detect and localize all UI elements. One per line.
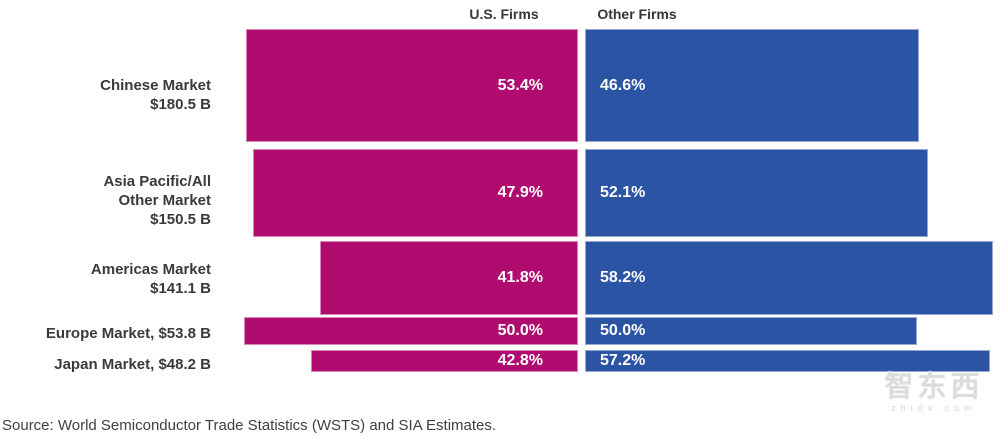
us-pct-label: 47.9% [497, 184, 543, 201]
other-pct-label: 46.6% [600, 76, 646, 94]
watermark: 智东西 zhidx.com [872, 372, 996, 413]
market-label: Asia Pacific/All Other Market $150.5 B [103, 172, 211, 228]
us-bar: 53.4% [246, 29, 578, 142]
us-pct-label: 53.4% [497, 76, 543, 94]
other-pct-label: 57.2% [600, 352, 646, 369]
watermark-logo: 智东西 [884, 371, 984, 403]
us-bar: 41.8% [320, 241, 578, 315]
us-bar: 50.0% [244, 317, 578, 345]
other-bar: 57.2% [585, 350, 990, 372]
other-bar: 58.2% [585, 241, 993, 315]
us-pct-label: 41.8% [497, 269, 543, 286]
market-row-americas: Americas Market $141.1 B 41.8% 58.2% [0, 241, 1000, 315]
us-pct-label: 50.0% [497, 322, 543, 339]
us-bar: 42.8% [311, 350, 578, 372]
other-bar: 50.0% [585, 317, 917, 345]
other-pct-label: 58.2% [600, 269, 646, 286]
source-note: Source: World Semiconductor Trade Statis… [2, 417, 497, 434]
us-pct-label: 42.8% [497, 352, 543, 369]
market-row-chinese: Chinese Market $180.5 B 53.4% 46.6% [0, 29, 1000, 142]
market-label: Japan Market, $48.2 B [54, 355, 211, 373]
column-header-other-firms: Other Firms [597, 6, 677, 22]
other-pct-label: 52.1% [600, 184, 646, 201]
us-bar: 47.9% [253, 149, 578, 237]
market-row-europe: Europe Market, $53.8 B 50.0% 50.0% [0, 317, 1000, 345]
other-bar: 46.6% [585, 29, 919, 142]
other-bar: 52.1% [585, 149, 928, 237]
market-row-japan: Japan Market, $48.2 B 42.8% 57.2% [0, 350, 1000, 373]
market-label: Chinese Market $180.5 B [100, 76, 211, 113]
market-label: Europe Market, $53.8 B [45, 324, 211, 342]
market-row-asia-pacific: Asia Pacific/All Other Market $150.5 B 4… [0, 149, 1000, 237]
market-label: Americas Market $141.1 B [90, 261, 211, 297]
other-pct-label: 50.0% [600, 322, 646, 339]
column-header-us-firms: U.S. Firms [469, 6, 539, 22]
watermark-site-text: zhidx.com [891, 403, 977, 413]
